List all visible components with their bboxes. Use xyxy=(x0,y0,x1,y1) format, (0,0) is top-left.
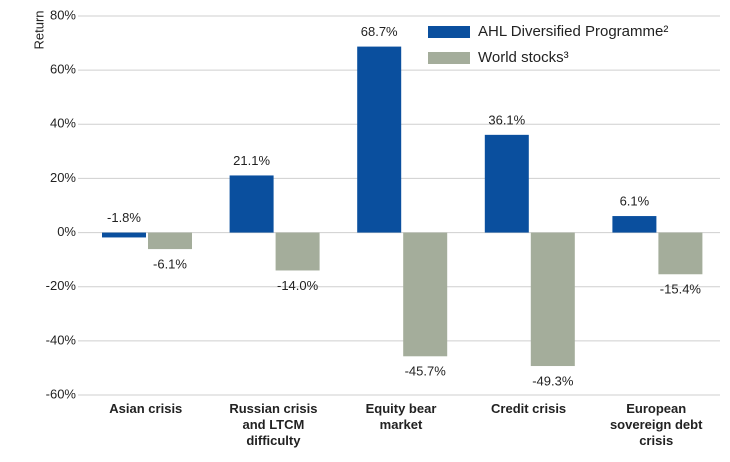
y-tick-label: -60% xyxy=(46,386,77,401)
bar xyxy=(102,232,146,238)
bar xyxy=(148,232,192,250)
bar xyxy=(484,134,529,233)
y-tick-label: 20% xyxy=(50,170,76,185)
value-label: -14.0% xyxy=(277,278,319,293)
bar xyxy=(357,46,402,233)
y-tick-label: 80% xyxy=(50,7,76,22)
value-label: 6.1% xyxy=(620,193,650,208)
bar xyxy=(275,232,320,271)
y-tick-label: 60% xyxy=(50,62,76,77)
legend-swatch xyxy=(428,52,470,64)
legend-label: AHL Diversified Programme² xyxy=(478,23,668,40)
bar xyxy=(612,216,657,233)
y-tick-label: 0% xyxy=(57,224,76,239)
x-tick-label: European sovereign debt crisis xyxy=(610,401,703,448)
legend-label: World stocks³ xyxy=(478,49,569,66)
value-label: 21.1% xyxy=(233,153,270,168)
y-axis-label: Return xyxy=(31,10,46,49)
value-label: -45.7% xyxy=(405,364,447,379)
bar xyxy=(530,232,575,367)
y-tick-label: -40% xyxy=(46,332,77,347)
value-label: -15.4% xyxy=(660,282,702,297)
x-tick-label: Equity bear market xyxy=(366,401,437,432)
bar xyxy=(403,232,448,357)
bar xyxy=(229,175,274,233)
x-tick-label: Russian crisis and LTCM difficulty xyxy=(229,401,317,448)
x-tick-label: Credit crisis xyxy=(491,401,566,416)
value-label: -49.3% xyxy=(532,373,574,388)
value-label: 68.7% xyxy=(361,24,398,39)
value-label: -6.1% xyxy=(153,257,187,272)
value-label: -1.8% xyxy=(107,210,141,225)
value-label: 36.1% xyxy=(488,112,525,127)
legend-swatch xyxy=(428,26,470,38)
x-tick-label: Asian crisis xyxy=(109,401,182,416)
y-tick-label: -20% xyxy=(46,278,77,293)
y-tick-label: 40% xyxy=(50,116,76,131)
bar xyxy=(658,232,703,275)
